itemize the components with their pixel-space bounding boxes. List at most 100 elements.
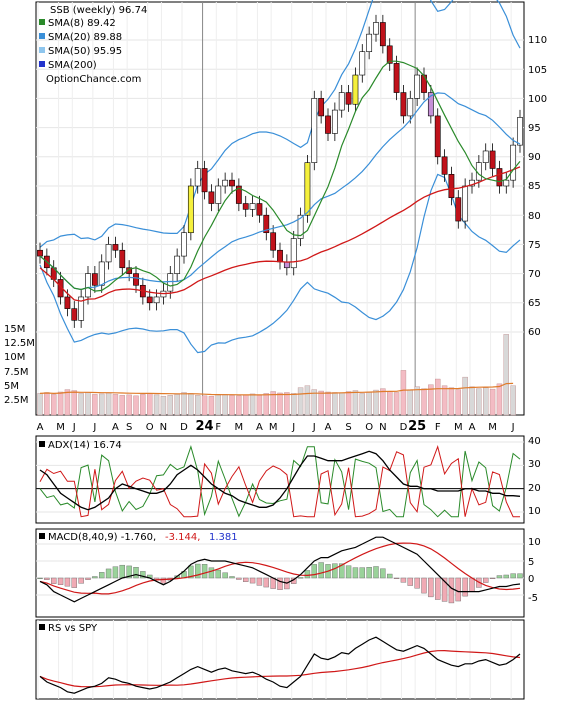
candle-body	[462, 185, 469, 222]
volume-bar	[414, 386, 420, 416]
sma8-line	[39, 60, 521, 292]
volume-tick-12-5m: 12.5M	[4, 338, 35, 349]
volume-bar	[441, 385, 448, 416]
macd-tick-10: 10	[528, 537, 541, 548]
month-label: O	[365, 422, 373, 433]
adx-tick-20: 20	[528, 483, 541, 494]
macd-histogram-bar	[243, 577, 249, 582]
candle-body	[263, 214, 270, 234]
volume-bar	[153, 394, 160, 416]
volume-bar	[332, 392, 338, 416]
candle-body	[496, 168, 503, 187]
macd-histogram-bar	[435, 577, 441, 600]
macd-histogram-bar	[332, 563, 338, 579]
candle-body	[325, 115, 331, 134]
macd-tick-5: 5	[528, 557, 534, 568]
volume-bar	[44, 392, 50, 416]
volume-bar	[126, 394, 132, 416]
volume-bar	[174, 394, 180, 416]
candle-body	[297, 214, 304, 239]
volume-bar	[277, 392, 283, 416]
candle-body	[366, 33, 373, 52]
macd-histogram-bar	[133, 567, 139, 579]
macd-histogram-bar	[249, 577, 256, 584]
candle-body	[215, 185, 222, 204]
macd-histogram-bar	[71, 577, 77, 588]
adx-tick-10: 10	[528, 506, 541, 517]
volume-tick-10m: 10M	[4, 352, 25, 363]
candle-body	[359, 51, 366, 76]
volume-bar	[57, 391, 64, 416]
rs-label: RS vs SPY	[48, 623, 98, 634]
macd-histogram-bar	[37, 577, 43, 580]
volume-tick-5m: 5M	[4, 381, 19, 392]
volume-bar	[37, 393, 43, 416]
macd-histogram-bar	[455, 577, 461, 602]
volume-bar	[407, 389, 413, 416]
volume-bar	[188, 393, 194, 416]
volume-tick-15m: 15M	[4, 324, 25, 335]
legend-swatch-sma200	[39, 61, 45, 67]
macd-tick-0: 0	[528, 574, 534, 585]
volume-bar	[339, 392, 345, 416]
macd-histogram-bar	[510, 573, 516, 579]
volume-bar	[249, 393, 256, 416]
volume-bar	[215, 394, 221, 416]
volume-bar	[318, 390, 324, 416]
month-label: D	[180, 422, 188, 433]
macd-histogram-bar	[297, 577, 304, 579]
volume-bar	[243, 394, 249, 416]
volume-bar	[167, 395, 173, 416]
month-label: M	[235, 422, 244, 433]
volume-bar	[428, 384, 434, 416]
macd-legend-swatch	[39, 533, 45, 539]
volume-bar	[78, 393, 84, 416]
price-panel	[35, 1, 525, 416]
volume-bar	[85, 392, 91, 416]
volume-bar	[366, 391, 372, 416]
volume-axis: 15M 12.5M 10M 7.5M 5M 2.5M	[4, 324, 35, 406]
price-tick-105: 105	[528, 65, 547, 76]
macd-histogram-bar	[105, 568, 112, 579]
volume-bar	[222, 394, 228, 416]
candle-body	[517, 117, 523, 146]
candle-body	[407, 98, 414, 117]
candle-body	[187, 185, 194, 234]
bollinger-lower	[39, 173, 521, 354]
macd-histogram-bar	[119, 564, 125, 579]
macd-histogram-bar	[270, 577, 276, 589]
volume-bar	[503, 334, 509, 416]
macd-histogram-bar	[387, 573, 393, 579]
price-bands	[39, 0, 521, 354]
macd-histogram-bar	[78, 577, 84, 584]
month-label: F	[435, 422, 441, 433]
adx-tick-30: 30	[528, 459, 541, 470]
macd-histogram-bar	[483, 577, 489, 583]
candle-body	[235, 185, 242, 204]
price-tick-75: 75	[528, 240, 541, 251]
month-label: O	[146, 422, 154, 433]
volume-bar	[112, 394, 119, 416]
volume-bar	[291, 393, 297, 416]
macd-histogram-bar	[517, 573, 523, 579]
candle-body	[448, 174, 455, 198]
candle-body	[434, 115, 441, 158]
macd-histogram-bar	[462, 577, 468, 597]
candle-body	[270, 232, 277, 251]
macd-histogram-bar	[373, 566, 379, 579]
volume-bar	[71, 390, 77, 416]
candle-body	[133, 273, 139, 286]
month-label: S	[345, 422, 351, 433]
candle-body	[352, 74, 359, 105]
macd-histogram-bar	[92, 576, 98, 579]
candle-body	[393, 63, 400, 93]
macd-histogram-bar	[277, 577, 283, 590]
candle-body	[277, 249, 283, 263]
candle-body	[427, 92, 434, 117]
volume-bar	[380, 388, 386, 416]
price-tick-80: 80	[528, 211, 541, 222]
legend-ticker: SSB (weekly) 96.74	[50, 5, 147, 16]
legend-swatch-sma50	[39, 47, 45, 53]
volume-bar	[496, 383, 503, 416]
